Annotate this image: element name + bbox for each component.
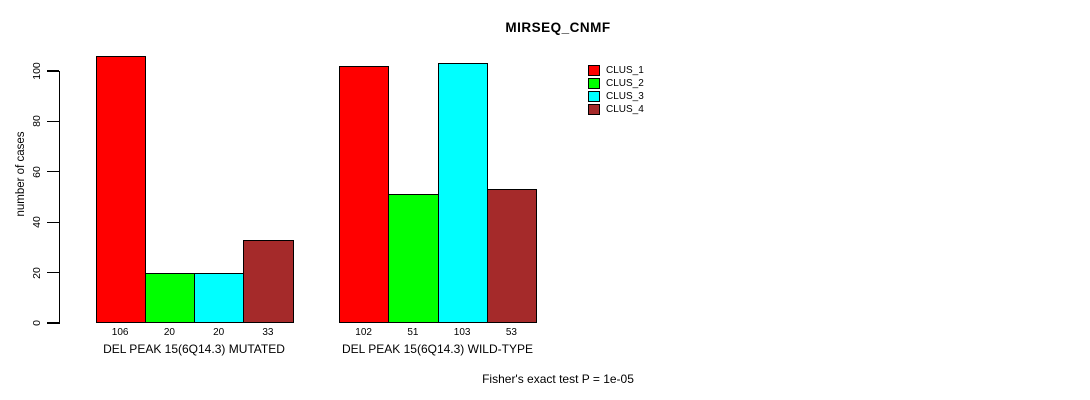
y-axis-tick — [47, 70, 59, 72]
y-axis-tick-label: 80 — [31, 115, 43, 128]
bar-value-label: 102 — [355, 327, 372, 338]
bar-clus_3 — [437, 63, 488, 323]
y-axis-label: number of cases — [15, 131, 27, 217]
legend-swatch-icon — [588, 104, 600, 115]
legend-label: CLUS_1 — [606, 65, 644, 76]
y-axis-tick — [47, 272, 59, 274]
bar-clus_2 — [388, 194, 439, 323]
chart-title: MIRSEQ_CNMF — [505, 20, 611, 35]
bar-clus_1 — [95, 55, 146, 323]
bar-value-label: 53 — [505, 327, 517, 338]
bar-clus_3 — [194, 272, 245, 323]
legend-row: CLUS_4 — [588, 103, 644, 116]
y-axis-tick-label: 60 — [31, 165, 43, 178]
legend-row: CLUS_2 — [588, 77, 644, 90]
group-label: DEL PEAK 15(6Q14.3) WILD-TYPE — [342, 342, 533, 356]
legend-row: CLUS_3 — [588, 90, 644, 103]
bar-value-label: 51 — [407, 327, 419, 338]
group-label: DEL PEAK 15(6Q14.3) MUTATED — [103, 342, 285, 356]
legend-swatch-icon — [588, 65, 600, 76]
y-axis-tick-label: 40 — [31, 216, 43, 229]
bar-value-label: 103 — [453, 327, 471, 338]
legend-swatch-icon — [588, 78, 600, 89]
bar-clus_2 — [144, 272, 195, 323]
y-axis-tick-label: 0 — [31, 320, 43, 326]
bar-value-label: 20 — [213, 327, 225, 338]
legend-swatch-icon — [588, 91, 600, 102]
y-axis-tick-label: 100 — [31, 62, 43, 80]
legend-row: CLUS_1 — [588, 64, 644, 77]
y-axis-tick — [47, 171, 59, 173]
y-axis-tick — [47, 221, 59, 223]
legend-label: CLUS_4 — [606, 104, 644, 115]
footnote: Fisher's exact test P = 1e-05 — [482, 372, 634, 386]
y-axis-tick — [47, 120, 59, 122]
bar-clus_1 — [339, 65, 390, 323]
bar-value-label: 20 — [163, 327, 175, 338]
y-axis-line — [59, 71, 61, 324]
legend: CLUS_1 CLUS_2 CLUS_3 CLUS_4 — [588, 64, 644, 116]
legend-label: CLUS_3 — [606, 91, 644, 102]
y-axis-tick-label: 20 — [31, 266, 43, 279]
bar-clus_4 — [243, 239, 294, 323]
legend-label: CLUS_2 — [606, 78, 644, 89]
bar-value-label: 106 — [111, 327, 129, 338]
bar-clus_4 — [486, 189, 537, 323]
bar-value-label: 33 — [262, 327, 274, 338]
y-axis-tick — [47, 322, 59, 324]
